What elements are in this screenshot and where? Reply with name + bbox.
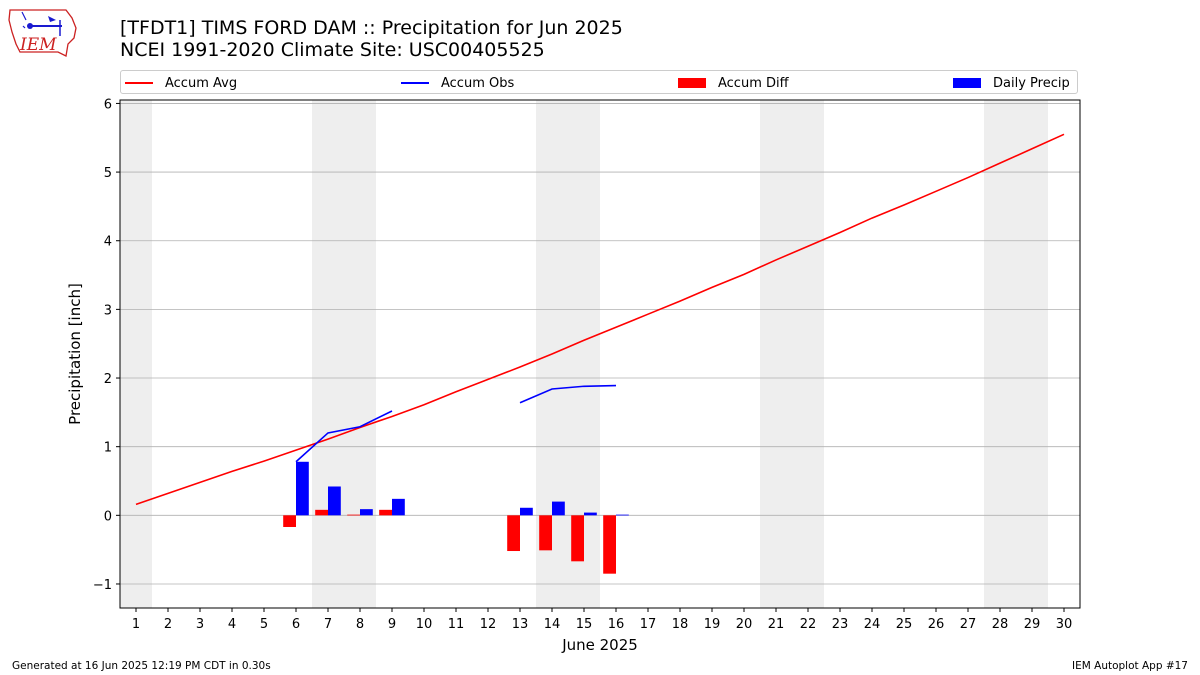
x-tick-label: 15: [576, 617, 593, 632]
legend-label: Accum Avg: [165, 75, 238, 91]
x-tick-label: 10: [416, 617, 433, 632]
y-tick-label: 2: [104, 372, 112, 387]
legend-label: Accum Obs: [441, 75, 515, 91]
daily-precip-bar: [616, 514, 629, 516]
generated-note: Generated at 16 Jun 2025 12:19 PM CDT in…: [12, 660, 271, 672]
daily-precip-bar: [360, 509, 373, 516]
weekend-shade: [792, 100, 824, 608]
x-tick-label: 7: [324, 617, 332, 632]
daily-precip-bar: [552, 501, 565, 516]
accum-diff-bar: [379, 509, 392, 516]
x-tick-label: 14: [544, 617, 561, 632]
accum-diff-bar: [571, 515, 584, 562]
legend-swatch-accum-avg: [125, 82, 153, 84]
y-tick-label: 1: [104, 441, 112, 456]
legend-label: Daily Precip: [993, 75, 1070, 91]
iem-logo: IEM: [6, 6, 82, 60]
x-tick-label: 3: [196, 617, 204, 632]
x-tick-label: 19: [704, 617, 721, 632]
daily-precip-bar: [392, 498, 405, 516]
weekend-shade: [312, 100, 344, 608]
x-tick-label: 12: [480, 617, 497, 632]
x-tick-label: 4: [228, 617, 236, 632]
x-tick-label: 25: [896, 617, 913, 632]
chart-subtitle: NCEI 1991-2020 Climate Site: USC00405525: [120, 39, 545, 61]
x-tick-label: 28: [992, 617, 1009, 632]
x-tick-label: 11: [448, 617, 465, 632]
x-tick-label: 13: [512, 617, 529, 632]
accum-diff-bar: [507, 515, 520, 552]
x-tick-label: 8: [356, 617, 364, 632]
accum-diff-bar: [347, 514, 360, 516]
weekend-shade: [760, 100, 792, 608]
weekend-shade: [984, 100, 1016, 608]
legend: Accum Avg Accum Obs Accum Diff Daily Pre…: [120, 70, 1078, 94]
x-tick-label: 30: [1056, 617, 1073, 632]
x-tick-label: 17: [640, 617, 657, 632]
x-axis-label: June 2025: [561, 636, 638, 654]
plot-frame: [119, 99, 1081, 609]
y-tick-label: 6: [104, 97, 112, 112]
y-tick-label: 3: [104, 303, 112, 318]
legend-swatch-daily-precip: [953, 78, 981, 88]
accum-obs-line: [519, 384, 617, 404]
legend-item-accum-avg: Accum Avg: [125, 74, 237, 92]
daily-precip-bar: [328, 486, 341, 516]
legend-item-accum-obs: Accum Obs: [401, 74, 514, 92]
daily-precip-bar: [520, 507, 533, 516]
x-tick-label: 22: [800, 617, 817, 632]
logo-text: IEM: [19, 35, 57, 55]
x-tick-label: 23: [832, 617, 849, 632]
y-tick-label: 5: [104, 166, 112, 181]
daily-precip-bar: [296, 461, 309, 516]
x-tick-label: 20: [736, 617, 753, 632]
chart-title: [TFDT1] TIMS FORD DAM :: Precipitation f…: [120, 17, 623, 39]
x-tick-label: 5: [260, 617, 268, 632]
accum-avg-line: [135, 133, 1065, 506]
accum-obs-line: [295, 410, 393, 463]
x-tick-label: 29: [1024, 617, 1041, 632]
legend-swatch-accum-diff: [678, 78, 706, 88]
accum-diff-bar: [283, 515, 296, 527]
y-tick-label: 0: [104, 509, 112, 524]
x-tick-label: 9: [388, 617, 396, 632]
legend-swatch-accum-obs: [401, 82, 429, 84]
accum-diff-bar: [315, 509, 328, 516]
accum-diff-bar: [603, 515, 616, 574]
legend-item-daily-precip: Daily Precip: [953, 74, 1070, 92]
x-tick-label: 2: [164, 617, 172, 632]
x-tick-label: 27: [960, 617, 977, 632]
weekend-shade: [344, 100, 376, 608]
weekend-shade: [1016, 100, 1048, 608]
x-tick-label: 18: [672, 617, 689, 632]
legend-item-accum-diff: Accum Diff: [678, 74, 789, 92]
daily-precip-bar: [584, 512, 597, 516]
x-tick-label: 21: [768, 617, 785, 632]
x-tick-label: 24: [864, 617, 881, 632]
x-tick-label: 16: [608, 617, 625, 632]
accum-diff-bar: [539, 515, 552, 551]
y-tick-label: −1: [93, 578, 112, 593]
x-tick-label: 1: [132, 617, 140, 632]
app-credit: IEM Autoplot App #17: [1072, 660, 1188, 672]
x-tick-label: 6: [292, 617, 300, 632]
legend-label: Accum Diff: [718, 75, 789, 91]
x-tick-label: 26: [928, 617, 945, 632]
y-tick-label: 4: [104, 235, 112, 250]
weekend-shade: [120, 100, 152, 608]
y-axis-label: Precipitation [inch]: [66, 283, 84, 425]
